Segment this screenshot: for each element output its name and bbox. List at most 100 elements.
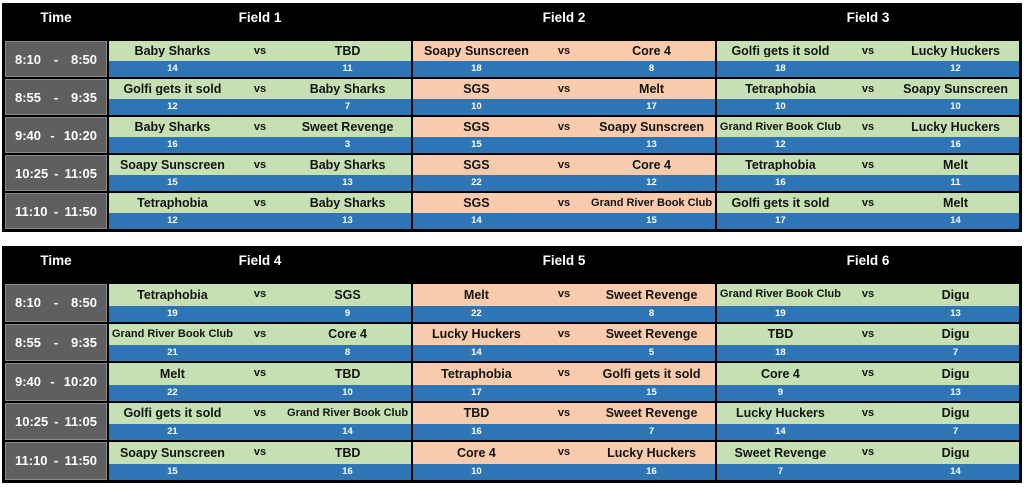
score-band: 12 16 bbox=[717, 137, 1019, 153]
vs-label: vs bbox=[557, 158, 571, 171]
away-score: 7 bbox=[344, 101, 351, 113]
vs-label: vs bbox=[253, 196, 267, 209]
schedule-row: 10:25 - 11:05 Golfi gets it sold vs Gran… bbox=[5, 402, 1019, 440]
score-band: 22 10 bbox=[109, 384, 411, 401]
score-band: 16 7 bbox=[413, 424, 715, 440]
score-band: 10 16 bbox=[413, 463, 715, 480]
home-team: SGS bbox=[463, 82, 490, 96]
score-band: 10 10 bbox=[717, 99, 1019, 115]
home-score: 19 bbox=[775, 307, 786, 319]
home-team: TBD bbox=[463, 407, 490, 420]
home-team: Grand River Book Club bbox=[719, 121, 841, 133]
score-band: 12 13 bbox=[109, 213, 411, 229]
score-band: 16 11 bbox=[717, 175, 1019, 191]
home-score: 14 bbox=[167, 63, 178, 75]
schedule-row: 8:10 - 8:50 Baby Sharks vs TBD 14 11 Soa… bbox=[5, 41, 1019, 77]
away-score: 16 bbox=[342, 465, 353, 477]
away-score: 3 bbox=[344, 139, 351, 151]
matchup: Soapy Sunscreen vs TBD bbox=[109, 442, 411, 464]
home-score: 12 bbox=[775, 139, 786, 151]
vs-label: vs bbox=[861, 367, 875, 380]
home-team: Tetraphobia bbox=[745, 82, 816, 96]
matchup: TBD vs Digu bbox=[717, 323, 1019, 345]
home-score: 18 bbox=[471, 63, 482, 75]
score-band: 17 14 bbox=[717, 213, 1019, 229]
matchup: Baby Sharks vs TBD bbox=[109, 41, 411, 61]
vs-label: vs bbox=[861, 406, 875, 419]
time-start: 8:55 bbox=[15, 334, 42, 350]
away-team: Soapy Sunscreen bbox=[599, 120, 704, 134]
game-cell: Baby Sharks vs TBD 14 11 bbox=[109, 41, 411, 77]
matchup: Tetraphobia vs SGS bbox=[109, 284, 411, 306]
schedule-row: 8:55 - 9:35 Golfi gets it sold vs Baby S… bbox=[5, 79, 1019, 115]
away-score: 14 bbox=[342, 426, 353, 438]
score-band: 19 9 bbox=[109, 305, 411, 322]
schedule-row: 10:25 - 11:05 Soapy Sunscreen vs Baby Sh… bbox=[5, 155, 1019, 191]
away-score: 8 bbox=[648, 63, 655, 75]
time-dash: - bbox=[53, 334, 59, 350]
score-band: 17 15 bbox=[413, 384, 715, 401]
game-cell: TBD vs Digu 18 7 bbox=[717, 323, 1019, 361]
home-score: 10 bbox=[775, 101, 786, 113]
matchup: Golfi gets it sold vs Baby Sharks bbox=[109, 79, 411, 99]
away-score: 8 bbox=[648, 307, 655, 319]
game-cell: Core 4 vs Lucky Huckers 10 16 bbox=[413, 442, 715, 480]
vs-label: vs bbox=[557, 327, 571, 340]
away-score: 5 bbox=[648, 347, 655, 359]
away-team: Soapy Sunscreen bbox=[903, 82, 1008, 96]
home-team: Golfi gets it sold bbox=[123, 82, 222, 96]
away-team: Core 4 bbox=[632, 158, 671, 172]
vs-label: vs bbox=[557, 82, 571, 95]
home-score: 22 bbox=[471, 307, 482, 319]
game-cell: SGS vs Grand River Book Club 14 15 bbox=[413, 193, 715, 229]
away-team: Grand River Book Club bbox=[287, 407, 409, 419]
field-column-header: Field 4 bbox=[238, 253, 282, 268]
game-cell: Grand River Book Club vs Core 4 21 8 bbox=[109, 323, 411, 361]
home-score: 21 bbox=[167, 426, 178, 438]
away-team: Digu bbox=[941, 446, 970, 459]
score-band: 9 13 bbox=[717, 384, 1019, 401]
away-team: Core 4 bbox=[328, 328, 367, 341]
time-start: 11:10 bbox=[15, 203, 48, 219]
vs-label: vs bbox=[253, 327, 267, 340]
home-score: 7 bbox=[777, 465, 784, 477]
home-score: 18 bbox=[775, 63, 786, 75]
time-cell: 10:25 - 11:05 bbox=[5, 402, 107, 440]
vs-label: vs bbox=[557, 288, 571, 301]
time-start: 8:55 bbox=[15, 89, 42, 105]
home-score: 10 bbox=[471, 465, 482, 477]
home-team: Baby Sharks bbox=[134, 120, 211, 134]
home-team: Grand River Book Club bbox=[719, 289, 841, 301]
header-row: Time Field 1 Field 2 Field 3 bbox=[5, 6, 1019, 39]
game-cell: Soapy Sunscreen vs Baby Sharks 15 13 bbox=[109, 155, 411, 191]
away-team: TBD bbox=[334, 44, 361, 58]
home-score: 22 bbox=[167, 386, 178, 398]
vs-label: vs bbox=[253, 44, 267, 57]
game-cell: Golfi gets it sold vs Grand River Book C… bbox=[109, 402, 411, 440]
away-team: Baby Sharks bbox=[309, 196, 386, 210]
score-band: 10 17 bbox=[413, 99, 715, 115]
away-team: Digu bbox=[941, 367, 970, 380]
matchup: Lucky Huckers vs Sweet Revenge bbox=[413, 323, 715, 345]
matchup: Tetraphobia vs Melt bbox=[717, 155, 1019, 175]
home-team: Golfi gets it sold bbox=[731, 44, 830, 58]
game-cell: Lucky Huckers vs Sweet Revenge 14 5 bbox=[413, 323, 715, 361]
away-team: SGS bbox=[334, 288, 361, 301]
matchup: Grand River Book Club vs Digu bbox=[717, 284, 1019, 306]
time-start: 9:40 bbox=[15, 127, 42, 143]
away-team: TBD bbox=[334, 446, 361, 459]
game-cell: SGS vs Core 4 22 12 bbox=[413, 155, 715, 191]
score-band: 15 16 bbox=[109, 463, 411, 480]
away-score: 14 bbox=[950, 465, 961, 477]
time-start: 11:10 bbox=[15, 453, 48, 469]
away-team: Lucky Huckers bbox=[607, 446, 697, 459]
score-band: 15 13 bbox=[109, 175, 411, 191]
matchup: Tetraphobia vs Baby Sharks bbox=[109, 193, 411, 213]
matchup: Tetraphobia vs Soapy Sunscreen bbox=[717, 79, 1019, 99]
time-dash: - bbox=[53, 203, 59, 219]
time-dash: - bbox=[50, 127, 55, 143]
home-score: 14 bbox=[775, 426, 786, 438]
vs-label: vs bbox=[557, 367, 571, 380]
vs-label: vs bbox=[557, 406, 571, 419]
matchup: Golfi gets it sold vs Lucky Huckers bbox=[717, 41, 1019, 61]
